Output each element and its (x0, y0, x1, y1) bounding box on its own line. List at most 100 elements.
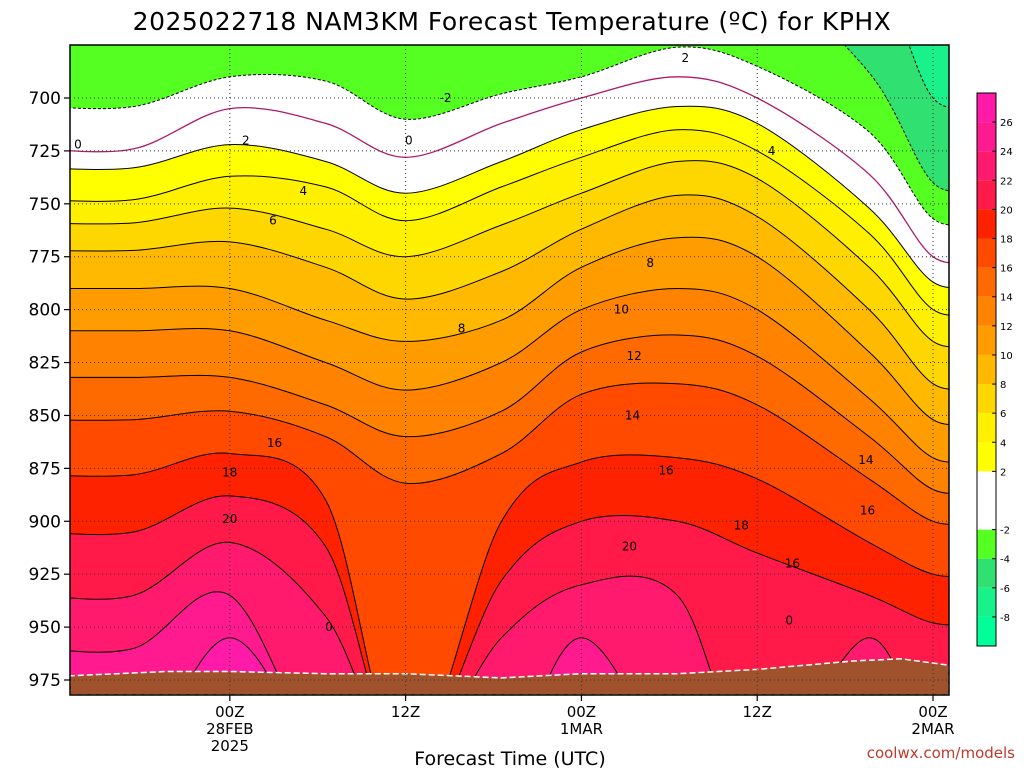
isotherm-8 (70, 194, 949, 390)
colorbar-bin (977, 267, 996, 297)
colorbar-label: 8 (1000, 380, 1006, 391)
temperature-bands (70, 45, 949, 695)
contour-label: 18 (734, 519, 749, 533)
colorbar-bin (977, 296, 996, 326)
contour-label: -2 (440, 91, 452, 105)
isotherm-24 (70, 591, 631, 695)
isotherm-16 (70, 382, 949, 525)
colorbar-label: 14 (1000, 293, 1013, 304)
colorbar-bin (977, 616, 996, 646)
isotherm--2 (70, 46, 949, 226)
colorbar-label: -2 (1000, 526, 1010, 537)
colorbar-bin (977, 587, 996, 617)
y-tick-label: 975 (29, 671, 61, 691)
x-tick-label: 00Z (567, 703, 596, 721)
contour-label: 16 (860, 504, 875, 518)
colorbar-label: 6 (1000, 409, 1006, 420)
band-22 (70, 542, 906, 695)
contour-label: 16 (658, 463, 673, 477)
contour-label: 2 (242, 133, 250, 147)
colorbar-label: 20 (1000, 205, 1013, 216)
colorbar-label: 22 (1000, 176, 1013, 187)
y-tick-label: 900 (29, 512, 61, 532)
contour-label: 8 (646, 256, 654, 270)
colorbar-frame (976, 92, 997, 647)
contour-label: 4 (768, 144, 776, 158)
colorbar-bin (977, 471, 996, 530)
y-tick-label: 950 (29, 618, 61, 638)
contour-label: 4 (300, 184, 308, 198)
isotherm-20 (70, 495, 949, 695)
isotherm-10 (70, 236, 949, 426)
contour-labels: -2 0 0 2 2 4 4 6 8 8 10 12 14 14 16 16 16 16 18 18 20 20 0 0 (74, 51, 875, 634)
plot-frame (69, 44, 950, 696)
colorbar-bin (977, 180, 996, 210)
colorbar-label: 12 (1000, 322, 1013, 333)
contour-label: 20 (622, 540, 637, 554)
y-tick-label: 700 (29, 89, 61, 109)
contour-label: 12 (627, 349, 642, 363)
y-tick-label: 750 (29, 195, 61, 215)
contour-label: 20 (222, 512, 237, 526)
isotherm-22 (70, 541, 907, 695)
isotherm-lines (70, 45, 949, 695)
contour-label: 2 (681, 51, 689, 65)
x-tick-label: 1MAR (560, 720, 603, 738)
x-tick-label: 00Z (215, 703, 244, 721)
colorbar-label: -8 (1000, 613, 1010, 624)
isotherm-12 (70, 287, 949, 463)
y-tick-label: 800 (29, 301, 61, 321)
contour-label: 0 (785, 614, 793, 628)
colorbar-bin (977, 384, 996, 414)
chart-title: 2025022718 NAM3KM Forecast Temperature (… (133, 7, 892, 36)
y-tick-label: 825 (29, 354, 61, 374)
colorbar-bin (977, 442, 996, 472)
x-tick-label: 2MAR (911, 720, 954, 738)
colorbar-bin (977, 325, 996, 355)
x-tick-label: 28FEB (206, 720, 253, 738)
colorbar-label: 2 (1000, 467, 1006, 478)
contour-label: 18 (222, 466, 237, 480)
colorbar-label: 10 (1000, 351, 1013, 362)
isotherm-14 (70, 334, 949, 494)
isotherm-0 (70, 76, 949, 264)
x-axis-label: Forecast Time (UTC) (414, 748, 605, 768)
isotherm-4 (70, 129, 949, 316)
colorbar-label: 16 (1000, 264, 1013, 275)
y-tick-label: 775 (29, 248, 61, 268)
isotherm--4 (843, 45, 949, 192)
ground-surface (70, 658, 949, 695)
colorbar-label: 4 (1000, 438, 1006, 449)
y-tick-label: 875 (29, 459, 61, 479)
colorbar-label: 18 (1000, 235, 1013, 246)
y-axis: 700 725 750 775 800 825 850 875 900 925 950 975 (29, 89, 70, 691)
colorbar-bin (977, 209, 996, 239)
contour-label: 16 (785, 557, 800, 571)
colorbar-label: -6 (1000, 584, 1010, 595)
contour-label: 0 (405, 133, 413, 147)
y-tick-label: 925 (29, 565, 61, 585)
contour-label: 8 (458, 322, 466, 336)
x-tick-label: 12Z (391, 703, 420, 721)
colorbar-bin (977, 529, 996, 559)
colorbar-bin (977, 93, 996, 123)
colorbar-label: 24 (1000, 147, 1013, 158)
isotherm-6 (70, 160, 949, 348)
contour-label: 6 (269, 214, 277, 228)
colorbar-label: 26 (1000, 118, 1013, 129)
colorbar-label: -4 (1000, 555, 1010, 566)
colorbar-bin (977, 558, 996, 588)
contour-label: 0 (325, 620, 333, 634)
x-tick-label: 12Z (743, 703, 772, 721)
colorbar-bin (977, 413, 996, 443)
colorbar: 26 24 22 20 18 16 14 12 10 8 6 4 2 -2 -4 -6 -8 (976, 92, 1013, 647)
x-tick-label: 2025 (211, 737, 249, 755)
colorbar-bin (977, 354, 996, 385)
grid-lines (70, 45, 949, 695)
contour-label: 16 (267, 436, 282, 450)
colorbar-bin (977, 151, 996, 181)
contour-label: 10 (614, 303, 629, 317)
contour-label: 14 (625, 408, 640, 422)
